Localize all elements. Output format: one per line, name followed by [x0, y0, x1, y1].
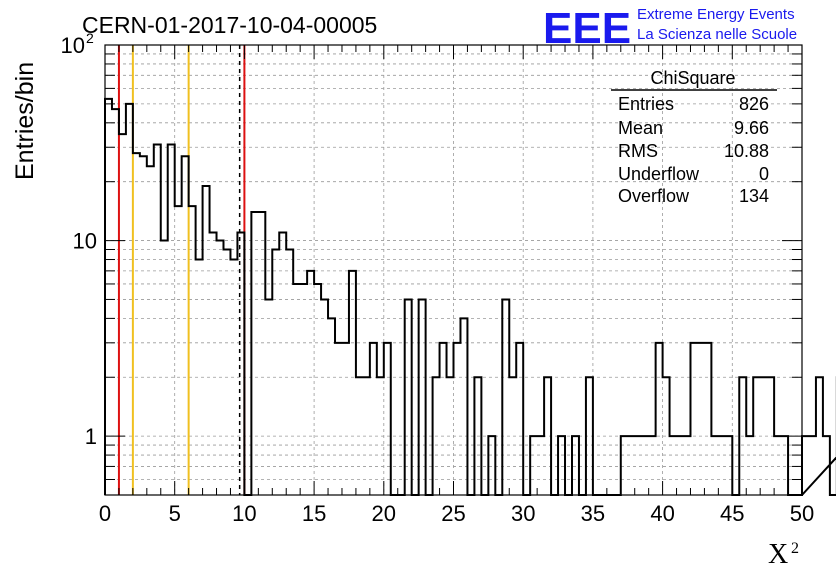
histogram-outline	[104, 97, 836, 496]
stats-row-value: 10.88	[724, 141, 769, 161]
stats-row-label: Underflow	[618, 164, 700, 184]
grid-lines	[104, 44, 803, 496]
stats-row-value: 134	[739, 186, 769, 206]
logo-line-1: Extreme Energy Events	[637, 6, 795, 23]
x-tick-label: 30	[511, 501, 535, 526]
x-tick-label: 15	[302, 501, 326, 526]
eee-logo: EEE Extreme Energy Events La Scienza nel…	[543, 4, 797, 53]
logo-line-2: La Scienza nelle Scuole	[637, 26, 797, 43]
stats-row-value: 826	[739, 94, 769, 114]
y-tick-label: 10	[73, 229, 97, 254]
x-tick-label: 20	[372, 501, 396, 526]
x-tick-label: 45	[720, 501, 744, 526]
x-tick-labels: 0 5 10 15 20 25 30 35 40 45 50	[99, 501, 814, 526]
x-tick-label: 10	[232, 501, 256, 526]
stats-row-value: 9.66	[734, 118, 769, 138]
x-tick-label: 25	[441, 501, 465, 526]
y-tick-label: 1	[85, 424, 97, 449]
x-tick-label: 0	[99, 501, 111, 526]
stats-row-label: Mean	[618, 118, 663, 138]
stats-row-label: Overflow	[618, 186, 690, 206]
stats-row-value: 0	[759, 164, 769, 184]
stats-row-label: RMS	[618, 141, 658, 161]
stats-box-title: ChiSquare	[650, 68, 735, 88]
reference-lines	[117, 45, 246, 495]
y-tick-label-superscript: 2	[86, 30, 94, 46]
x-tick-label: 40	[650, 501, 674, 526]
stats-row-label: Entries	[618, 94, 674, 114]
chart-title: CERN-01-2017-10-04-00005	[82, 12, 377, 38]
y-tick-label: 10	[61, 33, 85, 58]
x-axis-label-text: X	[768, 539, 788, 570]
x-axis-label-superscript: 2	[791, 540, 799, 557]
x-axis-label: X 2	[768, 539, 799, 570]
x-tick-label: 35	[581, 501, 605, 526]
axis-ticks	[104, 44, 803, 496]
x-tick-label: 50	[790, 501, 814, 526]
logo-mark: EEE	[543, 4, 631, 53]
stats-box: ChiSquare Entries 826 Mean 9.66 RMS 10.8…	[611, 68, 777, 206]
y-axis-label: Entries/bin	[11, 62, 39, 180]
x-tick-label: 5	[169, 501, 181, 526]
